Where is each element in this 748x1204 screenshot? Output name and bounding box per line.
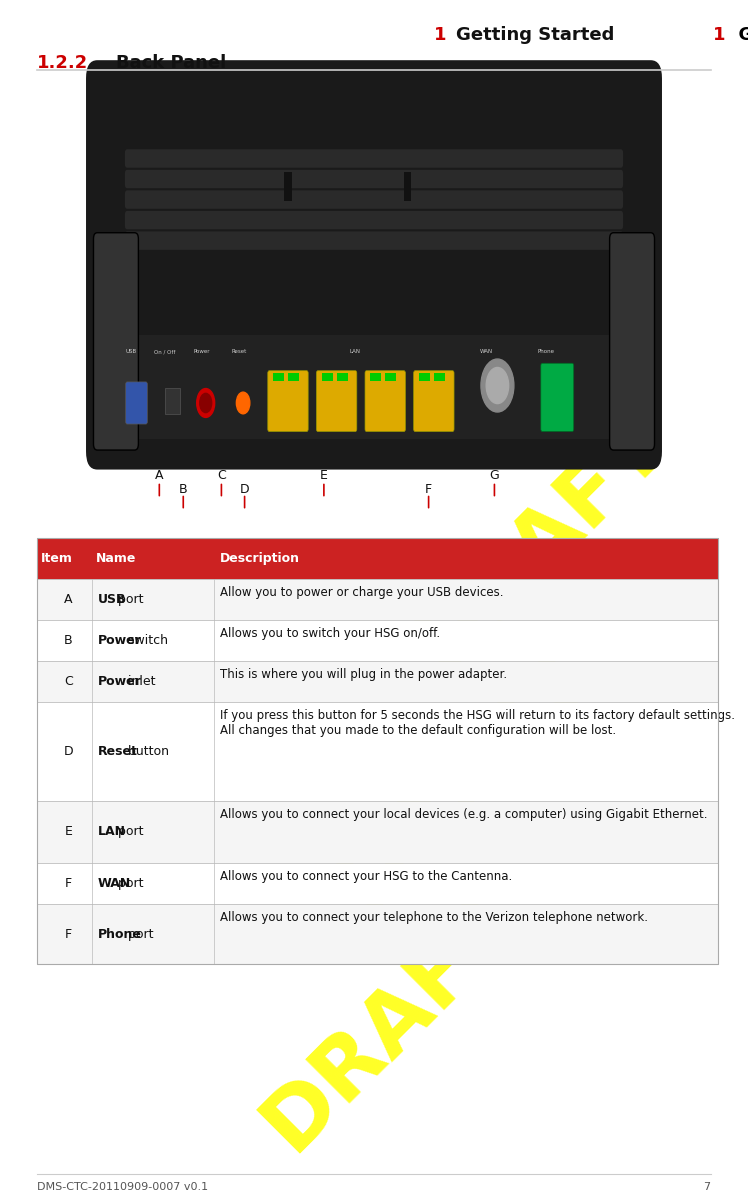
Text: Allows you to connect your HSG to the Cantenna.: Allows you to connect your HSG to the Ca… [221,870,512,884]
Text: button: button [124,745,169,757]
Bar [337,373,348,380]
Text: USB: USB [126,349,136,354]
FancyBboxPatch shape [610,232,654,450]
FancyBboxPatch shape [125,170,623,188]
Bar [404,171,411,201]
Text: B: B [64,635,73,647]
Bar [165,388,180,414]
Text: Getting Started: Getting Started [726,26,748,45]
Text: port: port [114,594,143,606]
Text: Item: Item [41,553,73,565]
Text: Power: Power [194,349,210,354]
Text: Description: Description [221,553,301,565]
Text: E: E [64,826,73,838]
FancyBboxPatch shape [125,149,623,167]
Text: inlet: inlet [124,675,156,687]
Circle shape [236,393,250,414]
FancyBboxPatch shape [541,364,574,431]
Text: DRAFT: DRAFT [246,880,532,1167]
Text: G: G [489,468,500,482]
Bar [37,904,718,964]
FancyBboxPatch shape [125,211,623,229]
Text: port: port [114,826,143,838]
Bar [370,373,381,380]
Bar [419,373,430,380]
Circle shape [200,394,212,413]
Text: D: D [240,483,249,496]
Text: On / Off: On / Off [154,349,175,354]
Text: Power: Power [98,635,141,647]
FancyBboxPatch shape [125,231,623,249]
Bar [37,538,718,579]
Bar [385,373,396,380]
Text: DMS-CTC-20110909-0007 v0.1: DMS-CTC-20110909-0007 v0.1 [37,1182,209,1192]
Text: B: B [179,483,188,496]
Text: port: port [124,928,153,940]
Text: Allows you to switch your HSG on/off.: Allows you to switch your HSG on/off. [221,627,441,641]
Text: 1: 1 [713,26,726,45]
Text: If you press this button for 5 seconds the HSG will return to its factory defaul: If you press this button for 5 seconds t… [221,709,735,737]
Text: Getting Started: Getting Started [456,26,615,45]
Text: This is where you will plug in the power adapter.: This is where you will plug in the power… [221,668,507,681]
Bar [37,661,718,702]
Bar [37,620,718,661]
Text: A: A [64,594,73,606]
FancyBboxPatch shape [86,60,662,470]
Bar [37,702,718,801]
Text: C: C [64,675,73,687]
Text: D: D [64,745,73,757]
Circle shape [481,359,514,412]
Text: A: A [155,468,164,482]
Bar [120,335,628,439]
Text: switch: switch [124,635,168,647]
Text: port: port [114,878,143,890]
FancyBboxPatch shape [125,190,623,208]
Text: Back Panel: Back Panel [116,54,226,72]
Text: LAN: LAN [98,826,126,838]
Bar [434,373,445,380]
Text: Power: Power [98,675,141,687]
Bar [288,373,299,380]
Circle shape [486,367,509,403]
Text: LAN: LAN [350,349,361,354]
Text: Allows you to connect your local devices (e.g. a computer) using Gigabit Etherne: Allows you to connect your local devices… [221,808,708,821]
Text: 7: 7 [703,1182,711,1192]
Text: Name: Name [96,553,136,565]
Text: Reset: Reset [232,349,247,354]
FancyBboxPatch shape [414,371,454,431]
Bar [37,801,718,863]
Text: WAN: WAN [479,349,493,354]
Bar [37,579,718,620]
Text: Phone: Phone [98,928,141,940]
Bar [284,171,292,201]
Text: F: F [65,878,72,890]
Bar [322,373,333,380]
Text: F: F [65,928,72,940]
Text: Allows you to connect your telephone to the Verizon telephone network.: Allows you to connect your telephone to … [221,911,649,925]
FancyBboxPatch shape [268,371,308,431]
Text: Phone: Phone [538,349,554,354]
Text: DRAFT: DRAFT [396,399,681,685]
Bar [37,863,718,904]
Bar [37,538,718,964]
FancyBboxPatch shape [316,371,357,431]
Text: DRAFT: DRAFT [321,639,607,926]
Text: F: F [425,483,432,496]
Text: WAN: WAN [98,878,131,890]
Text: Reset: Reset [98,745,138,757]
Text: USB: USB [98,594,126,606]
Text: 1: 1 [434,26,447,45]
Text: C: C [217,468,226,482]
Bar [273,373,284,380]
FancyBboxPatch shape [126,382,147,424]
Text: E: E [320,468,328,482]
FancyBboxPatch shape [94,232,138,450]
FancyBboxPatch shape [365,371,405,431]
Text: Allow you to power or charge your USB devices.: Allow you to power or charge your USB de… [221,586,504,600]
Text: 1.2.2: 1.2.2 [37,54,89,72]
Circle shape [197,389,215,418]
